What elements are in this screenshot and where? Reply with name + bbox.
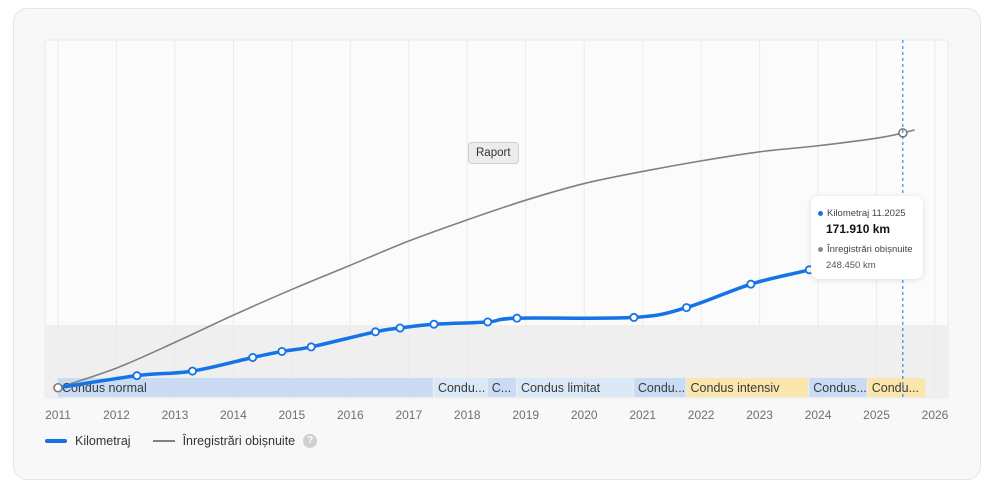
- data-point-inregistrari: [53, 382, 63, 393]
- segment-bar: [633, 378, 686, 397]
- segment-label: Condus...: [813, 381, 867, 395]
- x-tick-label: 2023: [746, 408, 773, 422]
- data-point-kilometraj: [370, 327, 380, 337]
- x-tick-label: 2011: [45, 408, 71, 422]
- x-tick-label: 2016: [337, 408, 364, 422]
- series-line-inregistrari: [57, 129, 915, 389]
- x-tick-label: 2014: [220, 408, 247, 422]
- help-icon[interactable]: ?: [303, 434, 318, 448]
- gray-dot-icon: [818, 246, 823, 252]
- data-point-kilometraj: [682, 303, 692, 313]
- segment-bar: [686, 378, 809, 397]
- chart-tooltip: Kilometraj 11.2025 171.910 km Înregistră…: [811, 196, 923, 279]
- data-point-kilometraj: [132, 371, 142, 381]
- tooltip-series1-value: 171.910 km: [826, 222, 891, 236]
- raport-button[interactable]: Raport: [468, 142, 519, 164]
- data-point-kilometraj: [248, 352, 258, 362]
- gray-line-icon: [152, 440, 175, 442]
- x-tick-label: 2017: [395, 408, 422, 422]
- legend-label: Înregistrări obișnuite: [182, 434, 296, 448]
- tooltip-series2-name: Înregistrări obișnuite: [827, 244, 913, 255]
- legend-item-inregistrari[interactable]: Înregistrări obișnuite ?: [152, 434, 318, 448]
- data-point-kilometraj: [629, 312, 639, 322]
- segment-bar: [487, 378, 516, 397]
- tooltip-series1-name: Kilometraj 11.2025: [827, 208, 906, 219]
- segment-bar: [867, 378, 926, 397]
- segment-label: Condu...: [638, 381, 685, 395]
- data-point-kilometraj: [512, 313, 522, 323]
- segment-bar: [809, 378, 867, 397]
- data-point-kilometraj: [395, 323, 405, 333]
- chart-legend: Kilometraj Înregistrări obișnuite ?: [45, 434, 339, 448]
- segment-label: C...: [492, 381, 511, 395]
- segment-label: Condus limitat: [521, 381, 601, 395]
- legend-label: Kilometraj: [75, 434, 131, 448]
- segment-bar: [433, 378, 487, 397]
- x-tick-label: 2019: [512, 408, 539, 422]
- tooltip-series2-value: 248.450 km: [826, 260, 876, 271]
- blue-line-icon: [45, 439, 67, 443]
- segment-label: Condus intensiv: [691, 381, 781, 395]
- segment-label: Condu...: [438, 381, 485, 395]
- x-tick-label: 2012: [103, 408, 130, 422]
- mileage-chart: Condus normal Condu... C... Condus limitat C…: [44, 39, 949, 422]
- x-tick-label: 2013: [162, 408, 189, 422]
- data-point-kilometraj: [187, 366, 197, 376]
- tooltip-series1-label: Kilometraj 11.2025: [818, 208, 906, 219]
- data-point-kilometraj: [429, 319, 439, 329]
- x-tick-label: 2015: [279, 408, 306, 422]
- x-tick-label: 2021: [629, 408, 656, 422]
- x-tick-label: 2020: [571, 408, 598, 422]
- x-tick-label: 2025: [863, 408, 890, 422]
- tooltip-series2-label: Înregistrări obișnuite: [818, 244, 913, 255]
- data-point-kilometraj: [277, 346, 287, 356]
- data-point-kilometraj: [746, 279, 756, 289]
- x-tick-label: 2024: [805, 408, 832, 422]
- x-tick-label: 2018: [454, 408, 481, 422]
- data-point-kilometraj: [483, 317, 493, 327]
- x-tick-label: 2022: [688, 408, 715, 422]
- data-point-kilometraj: [306, 342, 316, 352]
- x-tick-label: 2026: [922, 408, 949, 422]
- blue-dot-icon: [818, 210, 823, 216]
- segment-label: Condu...: [872, 381, 919, 395]
- legend-item-kilometraj[interactable]: Kilometraj: [45, 434, 131, 448]
- segment-bar: [516, 378, 633, 397]
- segment-bar: [58, 378, 433, 397]
